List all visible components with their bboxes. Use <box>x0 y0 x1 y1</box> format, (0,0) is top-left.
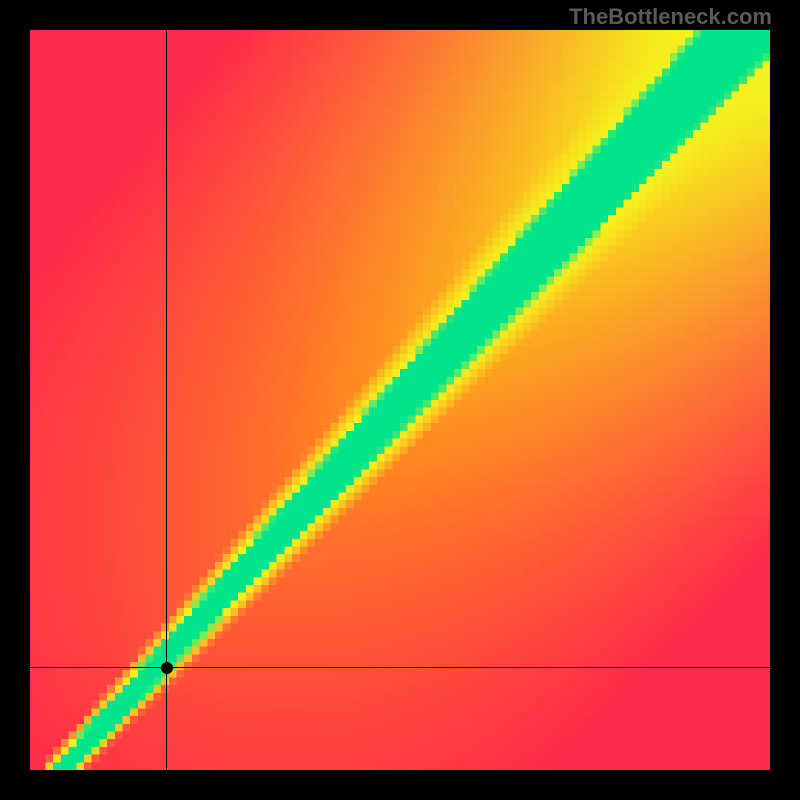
heatmap-canvas <box>30 30 770 770</box>
watermark-text: TheBottleneck.com <box>569 4 772 30</box>
frame-bottom <box>0 770 800 800</box>
frame-left <box>0 0 30 800</box>
frame-right <box>770 0 800 800</box>
crosshair-horizontal <box>30 667 770 668</box>
crosshair-marker <box>161 662 173 674</box>
heatmap-plot <box>30 30 770 770</box>
crosshair-vertical <box>166 30 167 770</box>
